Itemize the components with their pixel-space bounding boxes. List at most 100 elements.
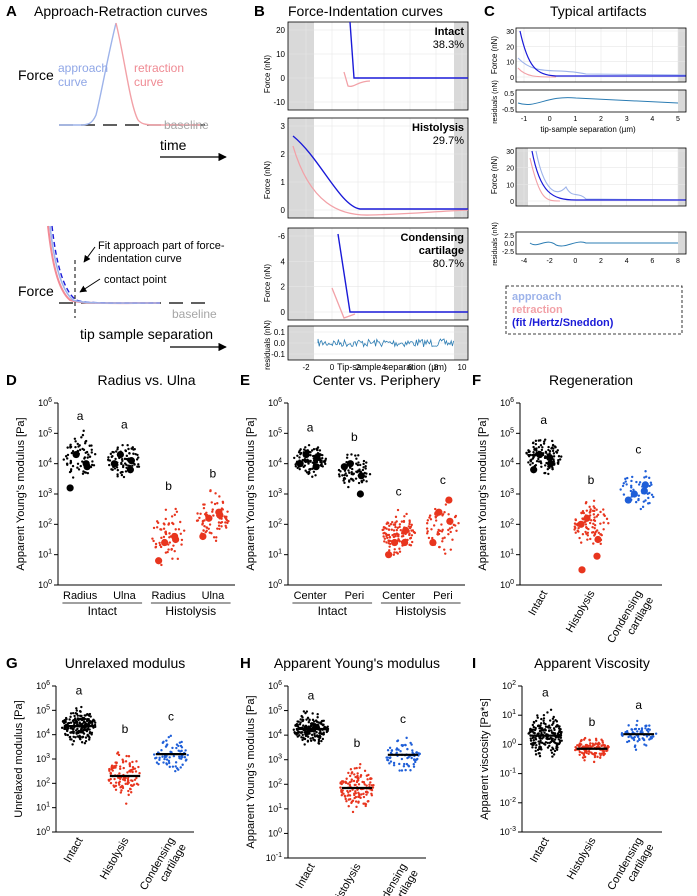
data-point (546, 711, 549, 714)
data-point (66, 457, 69, 460)
data-point (303, 464, 307, 467)
highlight-point (82, 460, 90, 468)
data-point (533, 454, 536, 457)
data-point (447, 528, 450, 532)
highlight-point (313, 454, 321, 462)
data-point (85, 713, 89, 716)
data-point (649, 481, 653, 484)
data-point (122, 475, 126, 479)
data-point (574, 531, 577, 534)
data-point (89, 721, 92, 724)
data-point (531, 742, 534, 746)
data-point (351, 467, 354, 471)
data-point (131, 446, 135, 449)
data-point (80, 436, 83, 439)
data-point (313, 720, 316, 723)
data-point (534, 749, 537, 753)
data-point (128, 769, 131, 773)
data-point (578, 753, 581, 757)
data-point (550, 729, 553, 732)
data-point (120, 461, 123, 465)
data-point (405, 512, 408, 516)
data-point (224, 524, 227, 528)
data-point (132, 767, 135, 771)
data-point (349, 768, 353, 771)
data-point (75, 720, 78, 724)
data-point (648, 724, 651, 727)
data-point (169, 734, 173, 738)
data-point (394, 525, 397, 529)
data-point (390, 528, 394, 531)
data-point (118, 767, 122, 771)
data-point (393, 548, 396, 551)
y-tick-label: 103 (268, 754, 282, 765)
data-point (540, 448, 544, 452)
data-point (218, 495, 221, 498)
data-point (402, 762, 406, 766)
data-point (449, 548, 453, 551)
data-point (447, 513, 450, 516)
data-point (549, 708, 553, 711)
data-point (128, 762, 131, 765)
y-tick-label: 106 (38, 397, 52, 408)
data-point (347, 798, 350, 801)
data-point (627, 735, 630, 739)
data-point (300, 731, 303, 734)
data-point (294, 724, 297, 727)
c-resid-tick: -0.5 (502, 107, 514, 114)
panel-letter-d: D (6, 372, 17, 389)
data-point (619, 488, 622, 491)
b-resid-trace (317, 338, 454, 348)
data-point (449, 530, 452, 534)
data-point (350, 470, 353, 474)
panel-b: B Force-Indentation curves 20100-10Intac… (254, 3, 469, 372)
y-tick-label: 101 (268, 803, 282, 814)
data-point (350, 472, 353, 476)
data-point (358, 766, 361, 769)
data-point (396, 533, 400, 536)
y-tick-label: 106 (500, 397, 514, 408)
highlight-point (385, 551, 393, 559)
data-point (347, 485, 350, 489)
data-point (585, 750, 588, 753)
data-point (644, 727, 647, 730)
data-point (346, 789, 349, 793)
y-tick-label: 103 (38, 488, 52, 499)
data-point (69, 726, 73, 730)
data-point (88, 455, 91, 458)
data-point (354, 477, 358, 480)
data-point (441, 540, 444, 543)
data-point (635, 480, 638, 484)
data-point (116, 468, 120, 472)
data-point (175, 767, 179, 770)
data-point (542, 442, 546, 445)
data-point (602, 513, 605, 516)
c-frame (515, 147, 687, 207)
category-label: Histolysis (330, 861, 364, 896)
baseline-label-top: baseline (164, 118, 209, 132)
data-point (343, 481, 346, 485)
data-point (313, 732, 316, 735)
panel-b-title: Force-Indentation curves (288, 3, 443, 19)
data-point (217, 524, 221, 527)
significance-letter: b (122, 722, 129, 736)
data-point (351, 788, 354, 791)
data-point (167, 761, 171, 765)
data-point (554, 718, 557, 722)
data-point (638, 481, 642, 484)
c-xtick: 3 (625, 116, 629, 123)
data-point (553, 749, 557, 753)
data-point (590, 531, 594, 534)
approach-curve-sketch (59, 22, 117, 126)
data-point (551, 443, 555, 447)
data-point (80, 727, 83, 731)
data-point (537, 445, 541, 449)
data-point (310, 449, 314, 452)
data-point (592, 753, 595, 756)
data-point (121, 758, 124, 761)
data-point (387, 528, 391, 531)
y-tick-label: 102 (268, 778, 282, 789)
data-point (80, 741, 84, 744)
data-point (165, 739, 168, 742)
data-point (636, 735, 640, 739)
